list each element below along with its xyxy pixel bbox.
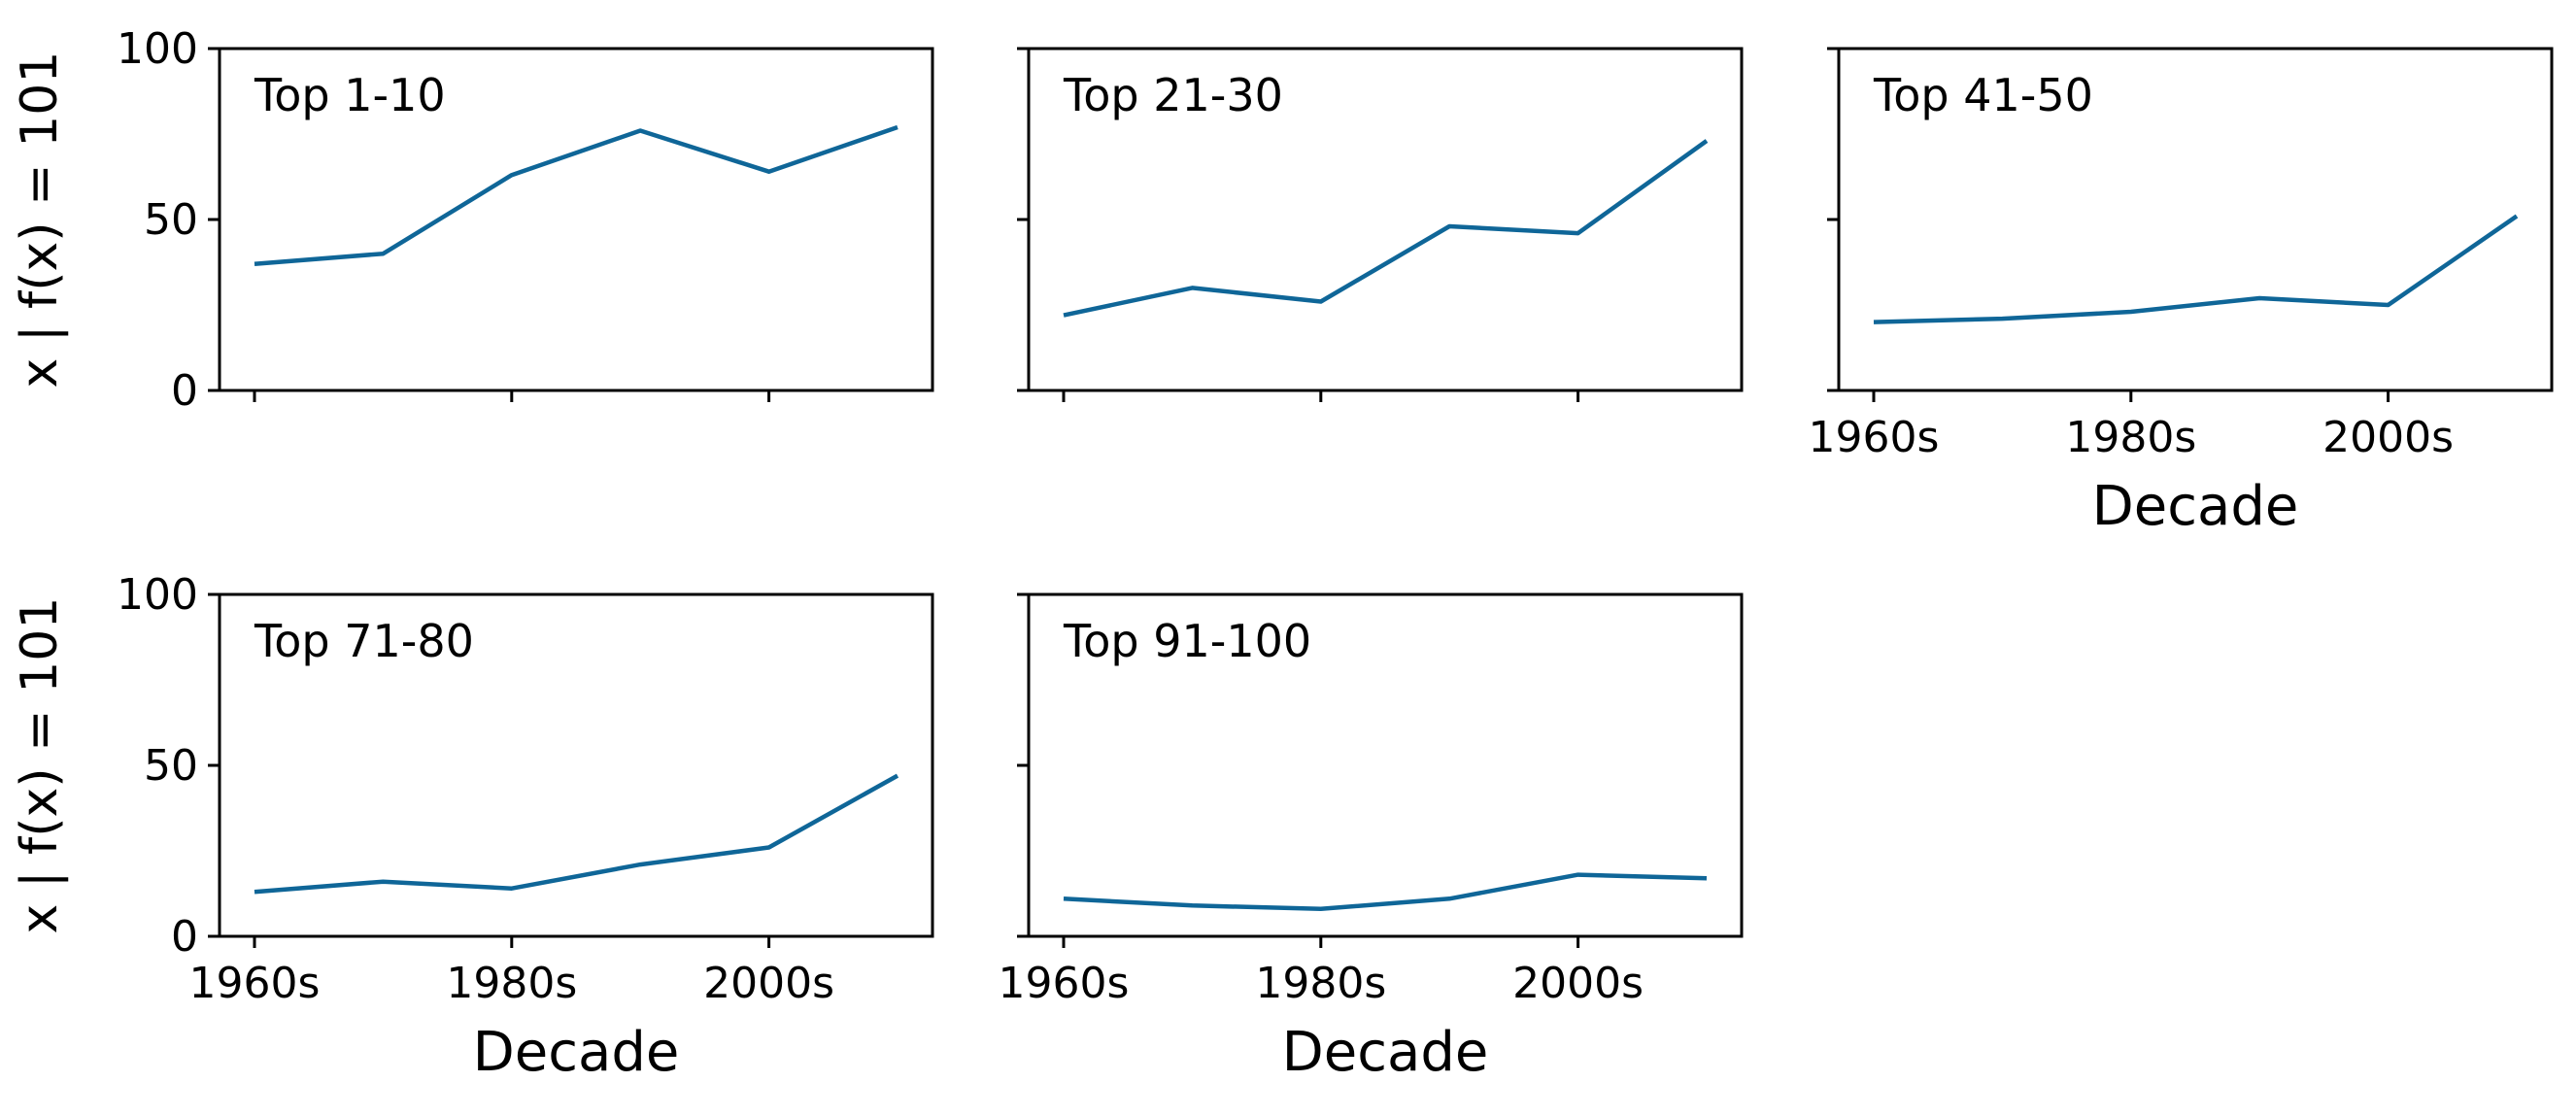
panel-2-point-2000s [1576,231,1580,235]
panel-1-point-2000s [767,170,771,174]
panel-4-point-1990s [638,862,642,866]
panel-5-xtick-label-1980s: 1980s [1255,959,1386,1008]
panel-1-ytick-label-100: 100 [117,24,198,74]
panel-3-xtick-label-2000s: 2000s [2322,413,2454,462]
panel-4-point-1960s [253,890,256,894]
panel-3-xtick-label-1980s: 1980s [2065,413,2196,462]
panel-2-point-1960s [1062,314,1066,318]
panel-1-point-1990s [638,128,642,132]
panel-5-x-axis-label: Decade [1282,1021,1489,1084]
panel-4-x-axis-label: Decade [473,1021,680,1084]
panel-4-xtick-label-2000s: 2000s [703,959,834,1008]
panel-1-point-2010s [896,125,899,129]
panel-3-point-1990s [2257,296,2261,300]
panel-1-ytick-label-0: 0 [171,366,198,416]
panel-4-title: Top 71-80 [254,615,474,667]
panel-3-point-2000s [2387,303,2390,307]
panel-3-point-2010s [2515,214,2519,218]
panel-1-series-line [254,124,898,267]
panel-4-point-2000s [767,845,771,849]
panel-5-point-2000s [1576,873,1580,877]
panel-1-point-1980s [510,173,514,177]
panel-4-y-axis-label: x | f(x) = 101 [11,597,69,934]
panel-2-point-1980s [1319,299,1323,303]
panel-3-point-1960s [1872,321,1876,324]
panel-4-point-1980s [510,887,514,891]
panel-3-point-1970s [2000,317,2004,321]
panel-1-point-1970s [381,252,385,255]
panel-5-point-1970s [1190,903,1194,907]
panel-1-ytick-label-50: 50 [144,195,198,245]
panel-1-y-axis-label: x | f(x) = 101 [11,51,69,389]
panel-2-point-2010s [1705,139,1709,143]
panel-4-xtick-label-1980s: 1980s [446,959,577,1008]
panel-5-xtick-label-1960s: 1960s [999,959,1130,1008]
panel-2-title: Top 21-30 [1063,69,1283,121]
panel-2-series-line [1063,139,1709,318]
panel-3-xtick-label-1960s: 1960s [1809,413,1940,462]
panel-1-point-1960s [253,262,256,266]
panel-3-title: Top 41-50 [1873,69,2093,121]
panel-5-point-2010s [1705,876,1709,880]
panel-3-x-axis-label: Decade [2092,475,2299,538]
panel-4-point-2010s [896,774,899,778]
panel-4-xtick-label-1960s: 1960s [189,959,321,1008]
panel-5-point-1980s [1319,907,1323,911]
panel-5-series-line [1063,872,1708,912]
panel-3-series-line [1873,214,2519,324]
panel-4-ytick-label-50: 50 [144,741,198,791]
panel-5-point-1960s [1062,896,1066,900]
panel-4-point-1970s [381,880,385,884]
panel-5-point-1990s [1447,896,1451,900]
panel-4-ytick-label-0: 0 [171,912,198,962]
panel-2-point-1970s [1190,286,1194,289]
panel-4-series-line [254,773,899,895]
panel-1-title: Top 1-10 [254,69,446,121]
panel-3-point-1980s [2129,310,2133,314]
panel-2-point-1990s [1447,224,1451,228]
panel-5-xtick-label-2000s: 2000s [1512,959,1644,1008]
panel-4-ytick-label-100: 100 [117,570,198,620]
panel-5-title: Top 91-100 [1063,615,1311,667]
